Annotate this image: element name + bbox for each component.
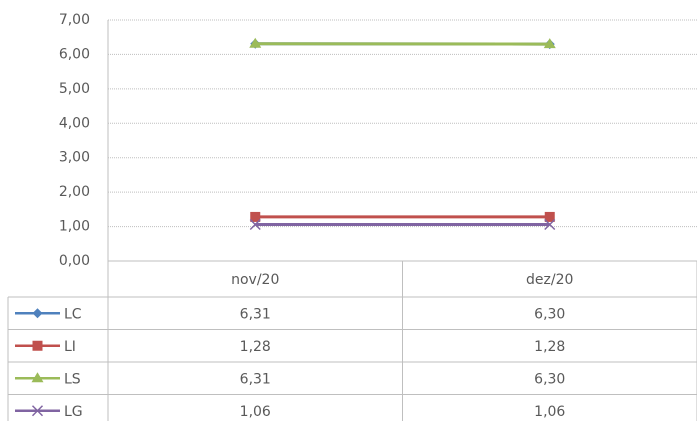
table-value: 6,31 xyxy=(240,371,271,387)
table-value: 1,06 xyxy=(534,404,565,420)
legend-label: LG xyxy=(64,404,83,420)
legend-label: LS xyxy=(64,371,81,387)
marker xyxy=(249,37,262,48)
marker xyxy=(544,211,555,222)
y-tick-label: 4,00 xyxy=(59,115,90,131)
table-value: 6,30 xyxy=(534,371,565,387)
marker xyxy=(544,218,556,231)
y-tick-label: 2,00 xyxy=(59,184,90,200)
marker xyxy=(32,340,43,351)
y-tick-label: 0,00 xyxy=(59,253,90,269)
y-tick-label: 3,00 xyxy=(59,150,90,166)
x-tick-label: nov/20 xyxy=(231,272,279,288)
legend-label: LI xyxy=(64,339,76,355)
y-tick-label: 7,00 xyxy=(59,12,90,28)
marker xyxy=(543,38,556,49)
marker xyxy=(31,405,44,417)
marker xyxy=(31,372,44,383)
table-value: 6,31 xyxy=(240,306,271,322)
y-tick-label: 1,00 xyxy=(59,219,90,235)
table-value: 1,28 xyxy=(240,339,271,355)
legend-label: LC xyxy=(64,306,82,322)
table-value: 6,30 xyxy=(534,306,565,322)
x-tick-label: dez/20 xyxy=(526,272,573,288)
marker xyxy=(32,308,43,319)
marker xyxy=(249,218,261,231)
table-value: 1,06 xyxy=(240,404,271,420)
y-tick-label: 5,00 xyxy=(59,81,90,97)
y-tick-label: 6,00 xyxy=(59,46,90,62)
marker xyxy=(250,211,261,222)
table-value: 1,28 xyxy=(534,339,565,355)
